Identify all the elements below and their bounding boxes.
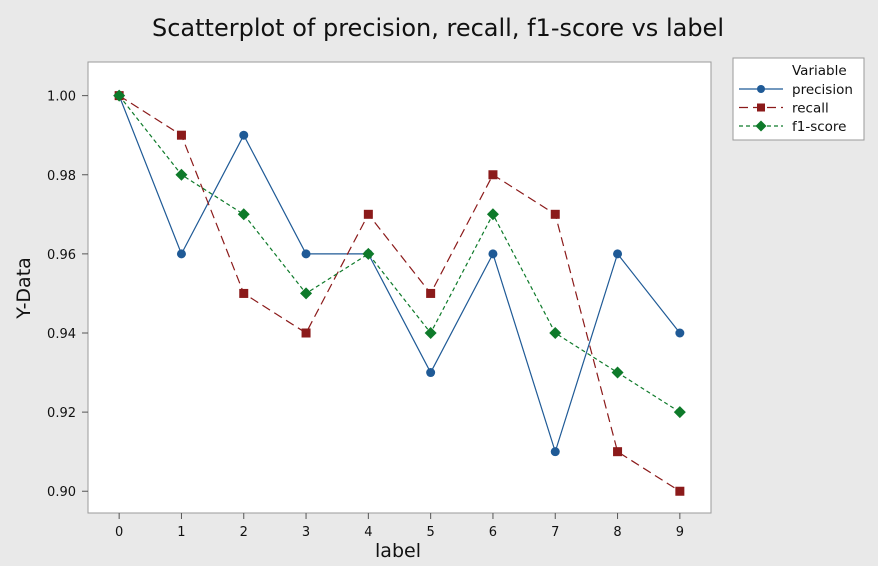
legend: Variable precision recall f1-score (732, 57, 865, 141)
data-point-precision (613, 249, 623, 259)
data-point-f1-score (237, 208, 250, 221)
data-point-recall (426, 288, 436, 298)
y-tick-label: 0.98 (47, 169, 76, 184)
y-tick-label: 0.90 (47, 485, 76, 500)
y-tick-label: 0.94 (47, 327, 76, 342)
series-line-f1-score (118, 95, 681, 413)
axes: 0 1 2 3 4 5 6 7 8 9 0.90 0.92 0.94 0.96 0.98 1.00 (47, 90, 684, 540)
x-tick-label: 2 (240, 525, 248, 540)
data-point-recall (550, 209, 560, 219)
x-tick-label: 7 (551, 525, 559, 540)
legend-label-f1-score: f1-score (792, 119, 847, 135)
data-point-precision (301, 249, 311, 259)
data-point-f1-score (362, 247, 375, 260)
data-point-precision (426, 368, 436, 378)
data-point-recall (488, 170, 498, 180)
legend-marker-f1-score (755, 120, 767, 132)
data-point-recall (675, 486, 685, 496)
series-line-precision (118, 95, 681, 454)
data-point-f1-score (673, 406, 686, 419)
legend-marker-recall (757, 103, 765, 112)
chart-title: Scatterplot of precision, recall, f1-sco… (152, 14, 724, 42)
data-point-recall (239, 288, 249, 298)
data-point-f1-score (611, 366, 624, 379)
data-point-recall (176, 130, 186, 140)
series-f1-score (113, 89, 686, 419)
data-point-recall (301, 328, 311, 338)
series-group (113, 89, 686, 496)
x-tick-label: 0 (115, 525, 123, 540)
data-point-precision (176, 249, 186, 259)
data-point-recall (363, 209, 373, 219)
data-point-precision (675, 328, 685, 338)
data-point-precision (488, 249, 498, 259)
data-point-f1-score (175, 168, 188, 181)
series-line-recall (118, 95, 681, 492)
legend-marker-precision (757, 85, 765, 93)
data-point-recall (613, 447, 623, 457)
plot-area (87, 61, 712, 514)
x-tick-label: 1 (177, 525, 185, 540)
data-point-f1-score (424, 326, 437, 339)
y-axis-title: Y-Data (13, 257, 35, 320)
data-point-precision (550, 447, 560, 457)
y-tick-label: 1.00 (47, 90, 76, 105)
data-point-precision (239, 130, 249, 140)
data-point-f1-score (113, 89, 126, 102)
data-point-f1-score (486, 208, 499, 221)
x-tick-label: 3 (302, 525, 310, 540)
x-tick-label: 8 (613, 525, 621, 540)
legend-title: Variable (792, 63, 847, 79)
legend-label-recall: recall (792, 101, 829, 117)
legend-label-precision: precision (792, 82, 853, 98)
y-tick-label: 0.96 (47, 248, 76, 263)
x-tick-label: 4 (364, 525, 372, 540)
data-point-f1-score (300, 287, 313, 300)
x-tick-label: 5 (427, 525, 435, 540)
x-tick-label: 6 (489, 525, 497, 540)
x-axis-title: label (375, 540, 421, 562)
y-tick-label: 0.92 (47, 406, 76, 421)
x-tick-label: 9 (676, 525, 684, 540)
data-point-f1-score (549, 326, 562, 339)
